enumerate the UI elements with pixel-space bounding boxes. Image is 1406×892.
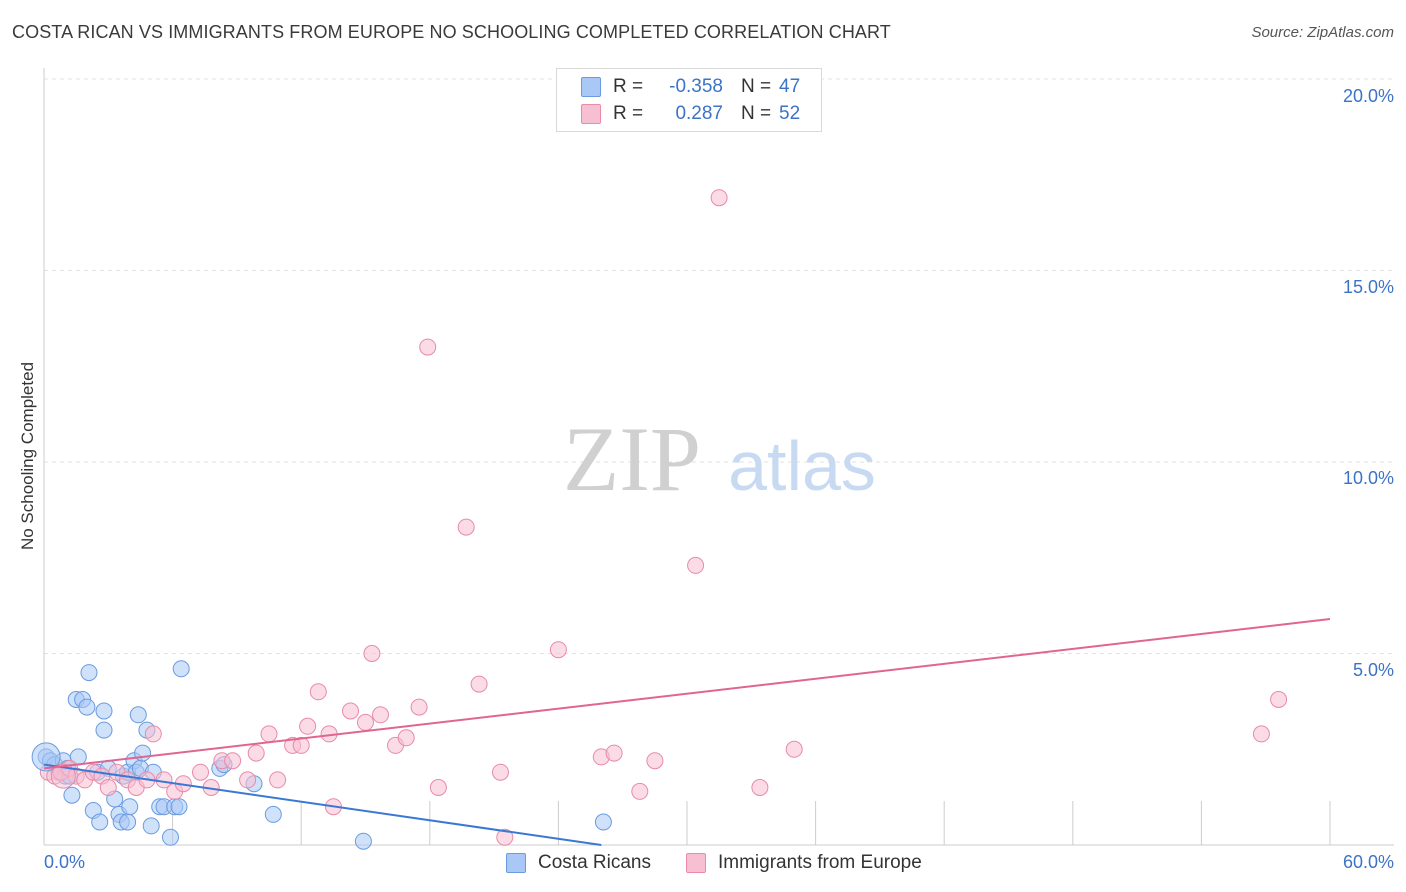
legend-row-costa-ricans: R = -0.358 N = 47 [581, 74, 800, 100]
legend-item-costa-ricans[interactable]: Costa Ricans [506, 852, 651, 874]
europe-immigrant-point [144, 725, 162, 743]
europe-immigrant-point [50, 763, 76, 789]
watermark-atlas: atlas [728, 427, 876, 505]
correlation-legend: R = -0.358 N = 47 R = 0.287 N = 52 [556, 68, 822, 132]
axes [43, 68, 1394, 846]
europe-immigrant-point [99, 779, 117, 796]
y-tick-label: 20.0% [1342, 86, 1394, 106]
chart-title: COSTA RICAN VS IMMIGRANTS FROM EUROPE NO… [12, 22, 891, 42]
r-label: R = [613, 76, 644, 97]
europe-immigrant-point [299, 717, 317, 735]
costa-rican-point [594, 813, 612, 831]
y-tick-label: 10.0% [1342, 468, 1394, 488]
gridlines [44, 78, 1394, 654]
europe-immigrant-point [470, 675, 488, 693]
europe-immigrant-point [631, 782, 649, 800]
data-points [31, 189, 1288, 850]
costa-rican-point [172, 660, 190, 678]
costa-rican-point [95, 721, 113, 739]
europe-immigrant-point [710, 189, 728, 207]
europe-immigrant-point [192, 763, 209, 781]
n-value: 52 [779, 103, 801, 124]
legend-swatch-blue [581, 77, 601, 97]
costa-rican-point [129, 706, 147, 724]
n-value: 47 [779, 76, 801, 97]
europe-immigrant-point [309, 683, 327, 701]
watermark: ZIP atlas [563, 408, 876, 510]
watermark-zip: ZIP [563, 408, 701, 510]
costa-rican-point [354, 832, 372, 850]
europe-immigrant-trend-line [43, 618, 1331, 770]
legend-item-immigrants-europe[interactable]: Immigrants from Europe [686, 852, 922, 874]
x-tick-label-max: 60.0% [1342, 852, 1394, 872]
europe-immigrant-point [247, 744, 265, 762]
costa-rican-point [95, 702, 113, 720]
europe-immigrant-point [342, 702, 359, 720]
y-tick-label: 5.0% [1352, 660, 1394, 680]
series-legend: Costa Ricans Immigrants from Europe [0, 852, 1406, 878]
europe-immigrant-point [363, 645, 381, 662]
costa-rican-point [78, 698, 96, 716]
europe-immigrant-point [260, 725, 278, 743]
europe-immigrant-point [605, 744, 623, 762]
europe-immigrant-point [292, 736, 310, 754]
europe-immigrant-point [751, 779, 769, 796]
n-label: N = [741, 76, 772, 97]
europe-immigrant-point [646, 752, 664, 770]
legend-swatch-pink [581, 104, 601, 124]
costa-rican-point [142, 817, 160, 835]
europe-immigrant-point [496, 828, 514, 846]
source-credit: Source: ZipAtlas.com [1251, 24, 1394, 41]
costa-rican-point [162, 828, 179, 846]
legend-swatch-pink [686, 853, 706, 873]
legend-swatch-blue [506, 853, 526, 873]
europe-immigrant-point [419, 338, 437, 356]
europe-immigrant-point [239, 771, 257, 789]
europe-immigrant-point [372, 706, 389, 724]
legend-label: Costa Ricans [538, 852, 651, 873]
europe-immigrant-point [549, 641, 567, 659]
r-value: -0.358 [669, 76, 723, 97]
trend-lines [43, 618, 1331, 846]
europe-immigrant-point [492, 763, 509, 781]
n-label: N = [741, 103, 772, 124]
x-tick-label-min: 0.0% [44, 852, 86, 872]
europe-immigrant-point [687, 556, 705, 574]
costa-rican-point [63, 786, 81, 804]
costa-rican-point [264, 805, 282, 823]
europe-immigrant-point [397, 729, 415, 747]
costa-rican-point [134, 744, 152, 762]
r-value: 0.287 [675, 103, 723, 124]
europe-immigrant-point [269, 771, 287, 789]
costa-rican-point [119, 813, 137, 831]
europe-immigrant-point [429, 779, 447, 796]
europe-immigrant-point [410, 698, 428, 716]
europe-immigrant-point [457, 518, 475, 536]
costa-rican-point [31, 742, 61, 772]
europe-immigrant-point [224, 752, 242, 770]
europe-immigrant-point [357, 713, 374, 731]
europe-immigrant-point [785, 740, 803, 758]
y-tick-label: 15.0% [1342, 277, 1394, 297]
costa-rican-point [170, 798, 188, 816]
costa-rican-point [80, 664, 98, 682]
legend-row-immigrants-europe: R = 0.287 N = 52 [581, 101, 800, 127]
europe-immigrant-point [1252, 725, 1270, 743]
costa-rican-point [121, 798, 139, 816]
costa-rican-trend-line [43, 763, 602, 846]
r-label: R = [613, 103, 644, 124]
europe-immigrant-point [1270, 691, 1288, 708]
legend-label: Immigrants from Europe [718, 852, 922, 873]
costa-rican-point [91, 813, 109, 831]
